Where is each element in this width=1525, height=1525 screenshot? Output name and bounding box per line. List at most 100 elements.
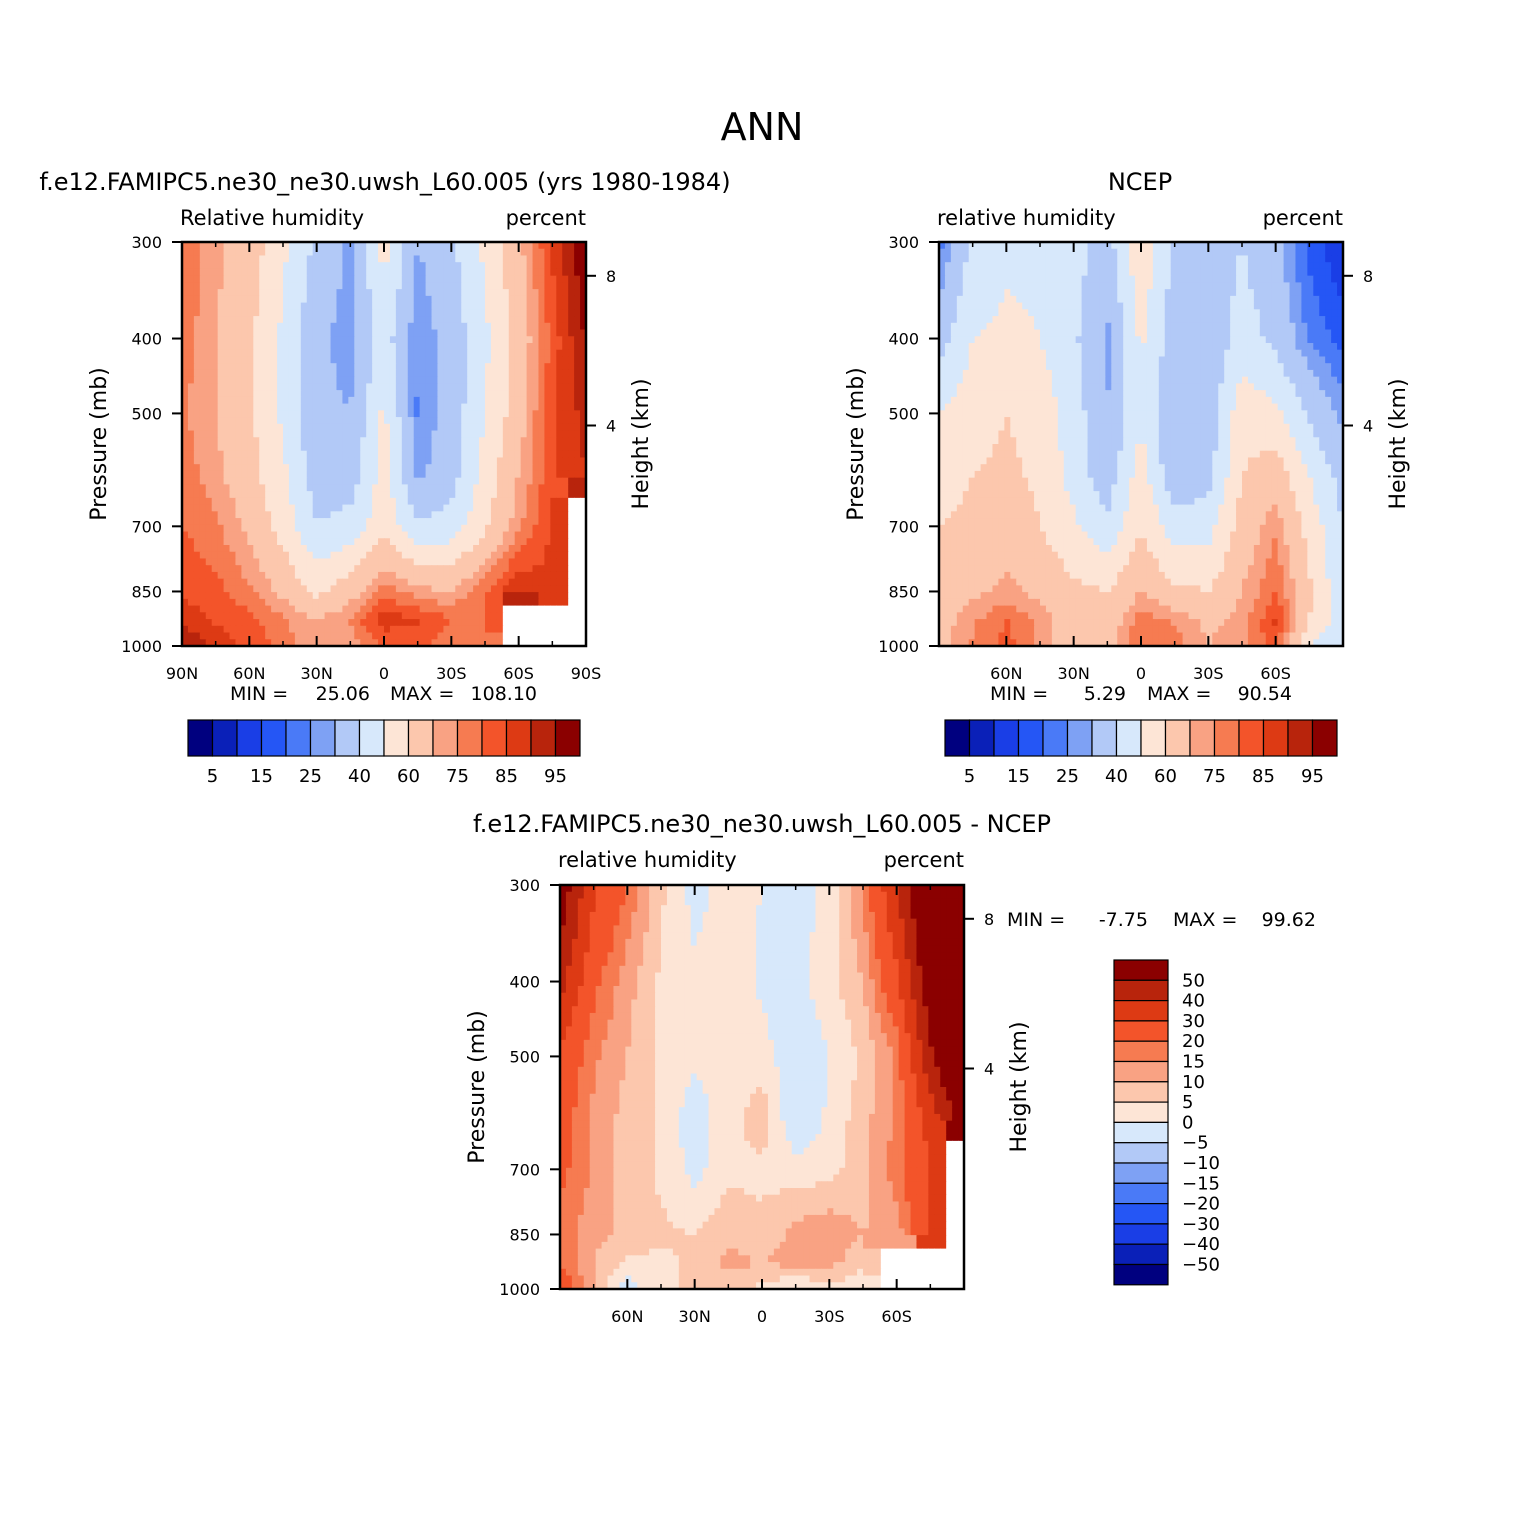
contour-cell: [562, 484, 569, 492]
contour-cell: [1230, 242, 1237, 250]
contour-cell: [974, 262, 982, 270]
contour-cell: [443, 376, 450, 384]
contour-cell: [217, 268, 225, 277]
contour-cell: [992, 275, 1000, 283]
contour-cell: [187, 551, 195, 560]
contour-cell: [217, 457, 225, 465]
contour-cell: [538, 477, 546, 485]
contour-cell: [514, 497, 522, 506]
contour-cell: [496, 322, 504, 331]
contour-cell: [348, 302, 355, 310]
contour-cell: [241, 538, 248, 546]
contour-cell: [187, 639, 195, 647]
contour-cell: [360, 457, 367, 465]
contour-cell: [407, 450, 415, 459]
contour-cell: [419, 497, 427, 506]
contour-cell: [336, 578, 344, 586]
contour-cell: [229, 457, 237, 465]
contour-cell: [366, 632, 373, 640]
contour-cell: [568, 565, 575, 573]
contour-cell: [1212, 262, 1219, 270]
contour-cell: [1265, 309, 1273, 317]
contour-cell: [455, 578, 462, 586]
contour-cell: [283, 578, 290, 586]
contour-cell: [271, 322, 278, 331]
contour-cell: [324, 592, 332, 600]
contour-cell: [1319, 255, 1326, 263]
contour-cell: [473, 585, 480, 593]
contour-cell: [574, 592, 581, 600]
contour-cell: [348, 497, 355, 506]
contour-cell: [496, 585, 504, 593]
contour-cell: [211, 396, 219, 405]
contour-cell: [277, 322, 284, 331]
contour-cell: [366, 551, 373, 560]
contour-cell: [490, 491, 498, 499]
contour-cell: [223, 275, 231, 283]
contour-cell: [562, 316, 569, 324]
contour-cell: [217, 585, 225, 593]
contour-cell: [419, 396, 427, 405]
contour-cell: [1158, 289, 1166, 297]
contour-cell: [205, 369, 213, 378]
contour-cell: [1022, 282, 1029, 290]
contour-cell: [205, 444, 213, 452]
contour-cell: [342, 275, 349, 283]
contour-cell: [514, 612, 522, 620]
contour-cell: [182, 545, 189, 553]
contour-cell: [395, 410, 403, 418]
contour-cell: [538, 585, 546, 593]
contour-cell: [300, 268, 308, 277]
contour-cell: [479, 295, 486, 304]
contour-cell: [372, 578, 379, 586]
contour-cell: [556, 598, 563, 607]
contour-cell: [1034, 255, 1041, 263]
contour-cell: [283, 390, 290, 398]
contour-cell: [568, 336, 575, 344]
contour-cell: [413, 619, 421, 627]
contour-cell: [182, 356, 189, 364]
contour-cell: [283, 322, 290, 331]
contour-cell: [366, 329, 373, 337]
contour-cell: [538, 524, 546, 533]
contour-cell: [473, 410, 480, 418]
contour-cell: [514, 545, 522, 553]
contour-cell: [1218, 275, 1225, 283]
contour-cell: [473, 437, 480, 445]
contour-cell: [962, 282, 970, 290]
contour-cell: [330, 571, 338, 580]
contour-cell: [562, 349, 569, 358]
contour-cell: [425, 639, 433, 647]
contour-cell: [443, 531, 450, 539]
contour-cell: [193, 444, 201, 452]
contour-cell: [425, 592, 433, 600]
contour-cell: [259, 329, 266, 337]
contour-cell: [199, 545, 207, 553]
contour-cell: [449, 343, 456, 351]
contour-cell: [336, 248, 344, 257]
contour-cell: [372, 457, 379, 465]
contour-cell: [461, 531, 468, 539]
contour-cell: [360, 268, 367, 277]
contour-cell: [467, 504, 474, 512]
contour-cell: [401, 598, 409, 607]
contour-cell: [288, 383, 296, 391]
contour-cell: [211, 585, 219, 593]
contour-cell: [389, 430, 397, 438]
contour-cell: [568, 545, 575, 553]
contour-cell: [1111, 268, 1118, 277]
contour-cell: [568, 484, 575, 492]
contour-cell: [265, 605, 272, 613]
contour-cell: [449, 504, 456, 512]
contour-cell: [342, 396, 349, 405]
contour-cell: [467, 578, 474, 586]
contour-cell: [324, 477, 332, 485]
contour-cell: [1028, 275, 1035, 283]
contour-cell: [449, 336, 456, 344]
contour-cell: [580, 403, 587, 411]
contour-cell: [538, 531, 546, 539]
contour-cell: [544, 376, 551, 384]
contour-cell: [485, 619, 492, 627]
contour-cell: [556, 403, 563, 411]
contour-cell: [556, 592, 563, 600]
